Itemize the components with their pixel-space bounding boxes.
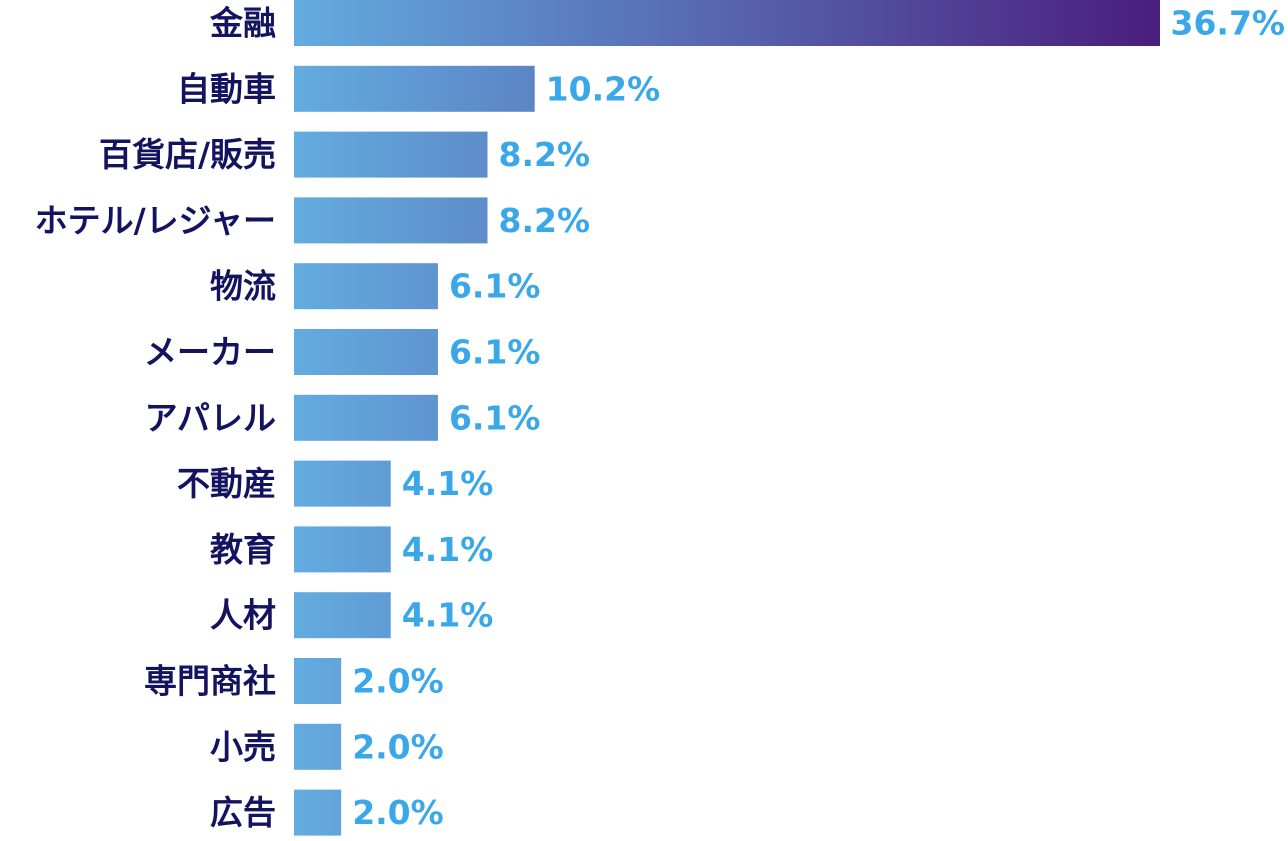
bar	[294, 0, 1160, 46]
category-labels-group: 金融自動車百貨店/販売ホテル/レジャー物流メーカーアパレル不動産教育人材専門商社…	[35, 4, 276, 833]
bar	[294, 592, 391, 639]
value-label: 10.2%	[546, 69, 661, 108]
bar	[294, 526, 391, 573]
category-label: 広告	[210, 793, 276, 832]
category-label: アパレル	[145, 398, 276, 437]
value-label: 36.7%	[1171, 4, 1286, 43]
bar	[294, 789, 342, 836]
category-label: 教育	[210, 530, 276, 569]
bar	[294, 394, 438, 441]
bar	[294, 131, 488, 178]
category-label: 自動車	[177, 69, 276, 108]
category-label: 小売	[210, 727, 276, 766]
value-label: 6.1%	[449, 267, 541, 306]
value-label: 2.0%	[352, 793, 444, 832]
value-label: 6.1%	[449, 333, 541, 372]
category-label: メーカー	[144, 333, 276, 372]
value-label: 2.0%	[352, 662, 444, 701]
value-labels-group: 36.7% 10.2% 8.2% 8.2% 6.1% 6.1% 6.1% 4.1% 4.1% 4.…	[352, 4, 1285, 833]
bar	[294, 329, 438, 375]
category-label: 金融	[209, 4, 276, 43]
bar	[294, 658, 342, 704]
category-label: ホテル/レジャー	[35, 201, 276, 240]
value-label: 8.2%	[498, 201, 590, 240]
category-label: 物流	[210, 267, 276, 306]
value-label: 2.0%	[352, 727, 444, 766]
bars-group	[294, 0, 1160, 836]
value-label: 4.1%	[402, 530, 494, 569]
bar	[294, 65, 535, 112]
bar	[294, 197, 488, 244]
value-label: 4.1%	[402, 464, 494, 503]
bar	[294, 263, 438, 310]
bar	[294, 723, 342, 770]
value-label: 8.2%	[498, 135, 590, 174]
category-label: 専門商社	[144, 662, 276, 701]
value-label: 4.1%	[402, 596, 494, 635]
value-label: 6.1%	[449, 398, 541, 437]
category-label: 人材	[210, 596, 276, 635]
bar	[294, 460, 391, 507]
category-label: 百貨店/販売	[99, 135, 276, 174]
category-label: 不動産	[177, 464, 276, 503]
